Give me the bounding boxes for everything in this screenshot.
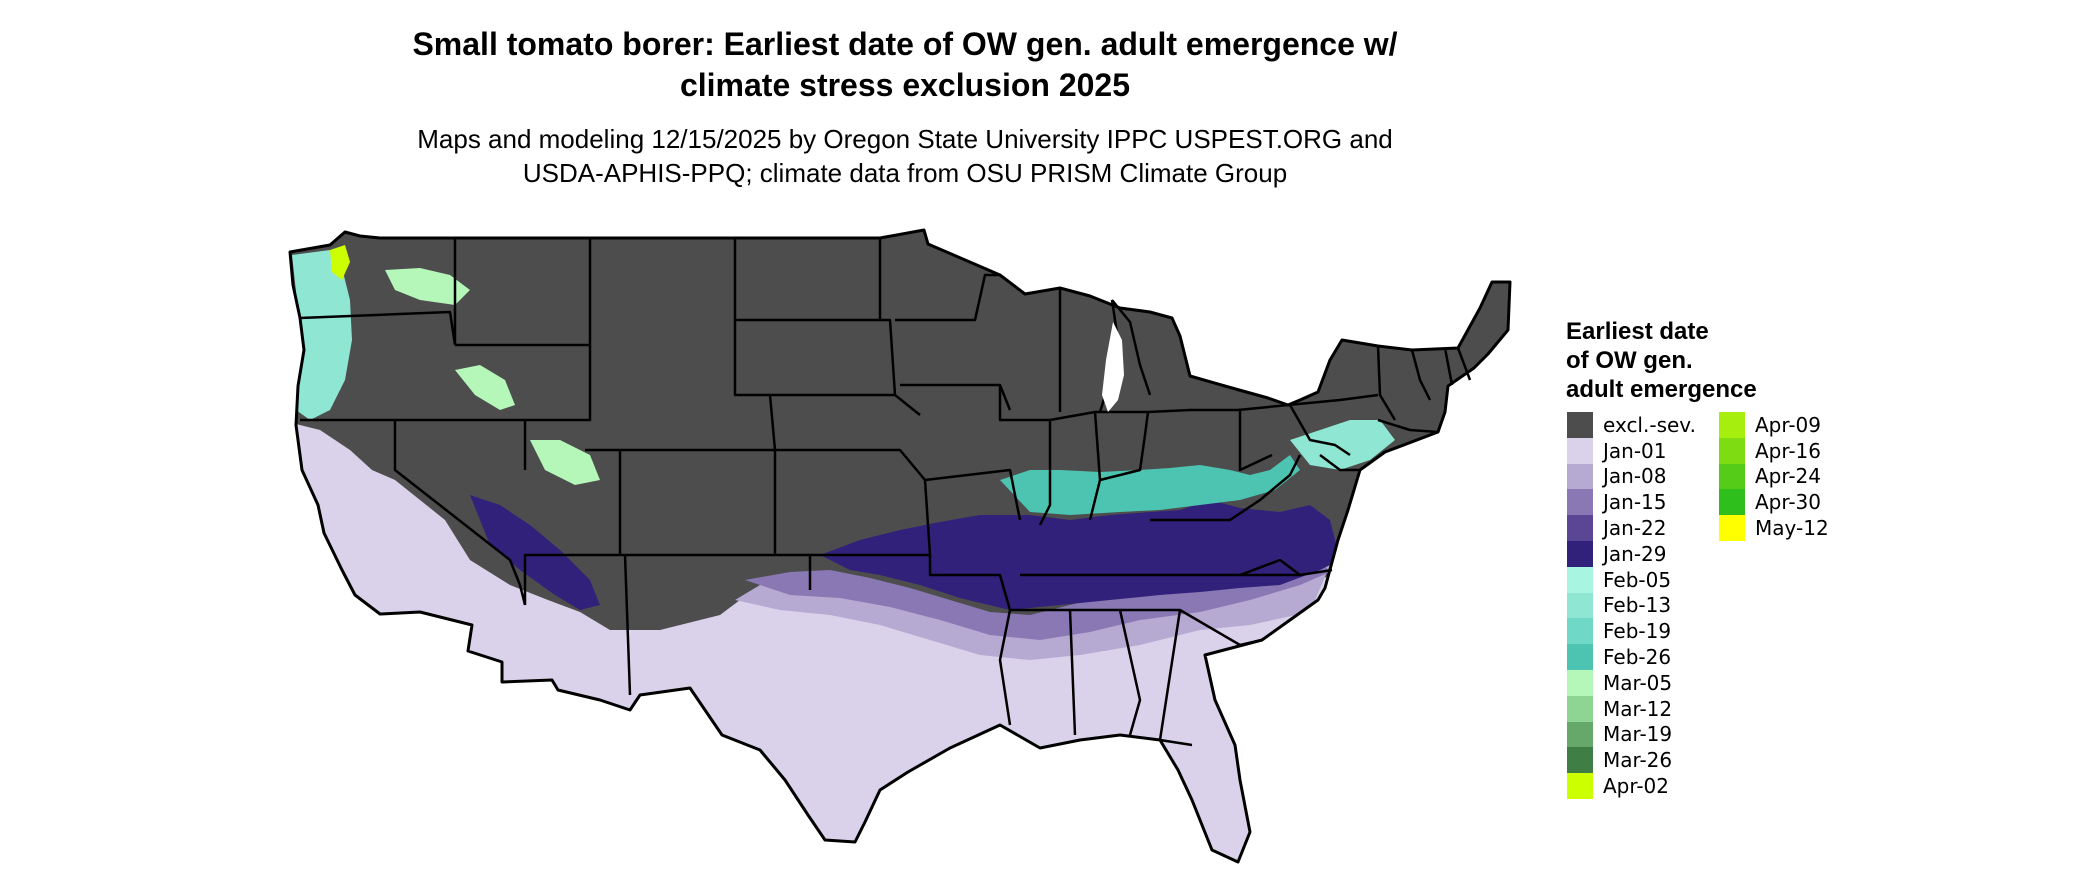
zone-mar05-utah	[530, 440, 600, 485]
legend-item: Jan-22	[1567, 515, 1696, 541]
legend-title-line-2: of OW gen.	[1566, 347, 1693, 374]
zone-mar05-inland-nw	[385, 268, 470, 305]
legend-title: Earliest date of OW gen. adult emergence	[1566, 317, 1757, 404]
legend-swatch	[1567, 437, 1593, 464]
legend-item: Jan-15	[1567, 489, 1696, 516]
legend-label: Jan-01	[1603, 438, 1667, 463]
map-subtitle: Maps and modeling 12/15/2025 by Oregon S…	[330, 122, 1480, 190]
map-title: Small tomato borer: Earliest date of OW …	[330, 24, 1480, 106]
legend-label: Mar-12	[1603, 696, 1673, 721]
legend-swatch	[1567, 721, 1593, 748]
legend-swatch	[1567, 463, 1593, 490]
legend-label: Feb-13	[1603, 593, 1672, 618]
legend-swatch	[1567, 412, 1593, 438]
legend-swatch	[1567, 695, 1593, 722]
legend-label: Mar-05	[1603, 670, 1673, 695]
zone-feb13-east	[1290, 420, 1395, 470]
legend-label: Apr-09	[1755, 412, 1821, 437]
legend-item: Feb-19	[1567, 618, 1696, 645]
zone-jan29	[820, 500, 1340, 610]
legend-column: Apr-09 Apr-16 Apr-24 Apr-30 May-12	[1719, 412, 1829, 541]
legend-swatch	[1567, 540, 1593, 567]
legend-label: excl.-sev.	[1603, 412, 1696, 437]
legend-column: excl.-sev. Jan-01 Jan-08 Jan-15 Jan-22 Jan-29…	[1567, 412, 1696, 799]
legend-item: Jan-01	[1567, 437, 1696, 464]
legend-swatch	[1719, 489, 1745, 516]
legend-item: Apr-02	[1567, 773, 1696, 799]
legend-label: Feb-26	[1603, 645, 1672, 670]
legend-label: Apr-24	[1755, 464, 1821, 489]
legend-label: Jan-22	[1603, 516, 1667, 541]
legend-title-line-3: adult emergence	[1566, 376, 1757, 403]
legend-item: Jan-29	[1567, 540, 1696, 567]
legend-title-line-1: Earliest date	[1566, 318, 1709, 345]
legend-label: May-12	[1755, 516, 1829, 541]
legend-item: Apr-09	[1719, 412, 1829, 438]
legend-item: Mar-26	[1567, 747, 1696, 774]
legend-swatch	[1567, 747, 1593, 774]
legend-swatch	[1719, 463, 1745, 490]
legend-swatch	[1567, 515, 1593, 541]
legend-label: Apr-02	[1603, 774, 1669, 799]
legend-label: Apr-16	[1755, 438, 1821, 463]
map-subtitle-line-1: Maps and modeling 12/15/2025 by Oregon S…	[417, 124, 1393, 154]
zone-jan29-west	[470, 495, 600, 610]
legend-item: Mar-05	[1567, 669, 1696, 696]
legend-label: Mar-19	[1603, 722, 1673, 747]
map-title-line-2: climate stress exclusion 2025	[679, 67, 1131, 103]
legend-swatch	[1719, 515, 1745, 541]
legend-item: excl.-sev.	[1567, 412, 1696, 438]
zone-mar05-snake	[455, 365, 515, 410]
zone-jan15	[745, 560, 1330, 640]
legend-item: Feb-26	[1567, 644, 1696, 670]
zone-jan08	[735, 565, 1330, 660]
legend-swatch	[1567, 618, 1593, 645]
legend-item: Apr-16	[1719, 437, 1829, 464]
legend-swatch	[1719, 412, 1745, 438]
legend-label: Mar-26	[1603, 748, 1673, 773]
legend-label: Jan-15	[1603, 490, 1667, 515]
lake-michigan	[1102, 322, 1124, 412]
zone-apr02-olympic	[330, 245, 350, 280]
legend-swatch	[1567, 489, 1593, 516]
legend-item: Feb-05	[1567, 566, 1696, 593]
legend-swatch	[1567, 644, 1593, 670]
us-outline	[288, 228, 1512, 864]
legend-item: May-12	[1719, 515, 1829, 541]
legend-swatch	[1567, 669, 1593, 696]
legend-label: Jan-29	[1603, 541, 1667, 566]
legend-label: Feb-19	[1603, 619, 1672, 644]
legend-item: Apr-24	[1719, 463, 1829, 490]
legend-label: Feb-05	[1603, 567, 1672, 592]
legend-item: Apr-30	[1719, 489, 1829, 516]
legend-item: Mar-19	[1567, 721, 1696, 748]
legend-item: Jan-08	[1567, 463, 1696, 490]
zone-feb13-pnw	[292, 250, 352, 420]
legend-label: Jan-08	[1603, 464, 1667, 489]
legend-label: Apr-30	[1755, 490, 1821, 515]
legend-swatch	[1719, 437, 1745, 464]
map-title-line-1: Small tomato borer: Earliest date of OW …	[412, 26, 1398, 62]
legend-item: Feb-13	[1567, 592, 1696, 619]
legend-item: Mar-12	[1567, 695, 1696, 722]
legend-swatch	[1567, 773, 1593, 799]
state-borders	[299, 238, 1472, 747]
map-subtitle-line-2: USDA-APHIS-PPQ; climate data from OSU PR…	[522, 158, 1288, 188]
legend-swatch	[1567, 592, 1593, 619]
legend-swatch	[1567, 566, 1593, 593]
zone-feb26	[1000, 455, 1300, 515]
